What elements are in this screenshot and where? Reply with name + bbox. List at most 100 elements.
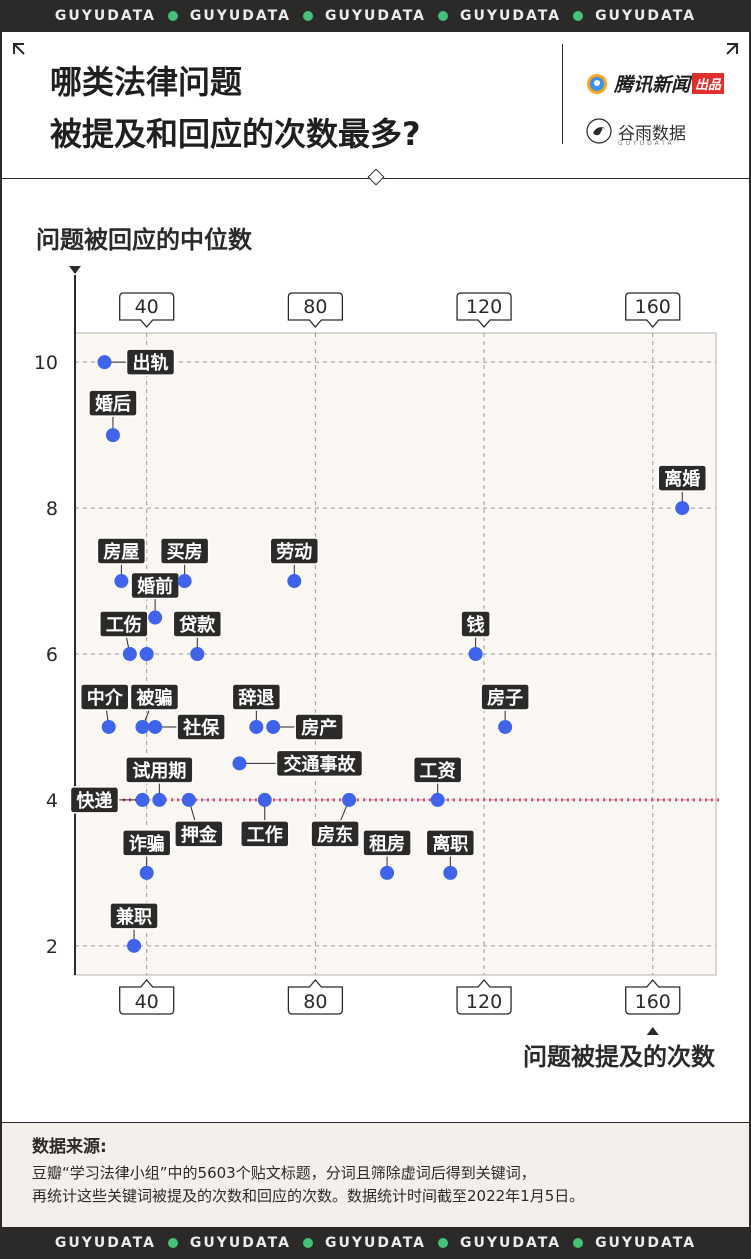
point-label-box: [121, 829, 172, 857]
footer-line-2: 再统计这些关键词被提及的次数和回应的次数。数据统计时间截至2022年1月5日。: [32, 1187, 585, 1205]
banner-dot: [438, 1238, 449, 1248]
point-label: 工资: [420, 760, 456, 782]
x-tick-tag: [287, 292, 344, 328]
point-label-box: [88, 389, 138, 417]
banner-word: GUYUDATA: [189, 1235, 291, 1251]
x-tick-label: 80: [303, 991, 327, 1013]
x-tick-tag: [119, 292, 175, 328]
banner-word: GUYUDATA: [595, 1235, 697, 1251]
data-point: [675, 501, 690, 516]
bottom-banner: GUYUDATA GUYUDATA GUYUDATA GUYUDATA GUYU…: [0, 1227, 751, 1259]
x-tick-label: 40: [135, 296, 159, 318]
point-label: 交通事故: [283, 753, 356, 775]
point-label: 房子: [487, 687, 523, 709]
point-label-box: [130, 571, 180, 600]
x-axis-title: 问题被提及的次数: [523, 1043, 715, 1071]
banner-word: GUYUDATA: [324, 8, 427, 24]
banner-dot: [438, 11, 449, 21]
x-tick-label: 120: [466, 991, 502, 1013]
banner-word: GUYUDATA: [460, 1235, 562, 1251]
guyu-data-logo: 谷雨数据 GUYUDATA: [586, 118, 686, 147]
point-label: 买房: [167, 541, 203, 563]
data-point: [443, 865, 458, 880]
data-point: [139, 647, 154, 661]
point-label-box: [657, 464, 708, 492]
point-label: 贷款: [179, 614, 216, 636]
banner-word: GUYUDATA: [460, 8, 562, 24]
point-label-box: [412, 756, 463, 784]
point-label-box: [69, 786, 120, 814]
data-point: [177, 574, 192, 589]
data-point: [135, 719, 150, 734]
y-tick-label: 8: [46, 498, 58, 520]
banner-word: GUYUDATA: [54, 1235, 156, 1251]
point-label: 离婚: [664, 468, 700, 490]
banner-dot: [573, 11, 584, 21]
point-label-box: [174, 820, 224, 848]
point-label: 婚前: [137, 576, 173, 598]
data-point: [266, 719, 281, 734]
data-point: [232, 756, 247, 771]
point-label: 出轨: [133, 352, 169, 374]
x-tick-tag: [119, 979, 175, 1015]
point-label: 房东: [317, 824, 353, 846]
top-banner: GUYUDATA GUYUDATA GUYUDATA GUYUDATA GUYU…: [0, 0, 751, 32]
x-tick-label: 40: [135, 991, 159, 1013]
data-point: [257, 792, 272, 807]
x-tick-label: 80: [303, 296, 327, 318]
point-label-box: [159, 537, 210, 565]
point-label-box: [125, 348, 176, 376]
banner-dot: [573, 1238, 584, 1248]
data-point: [430, 792, 445, 807]
point-label-box: [294, 713, 344, 741]
x-tick-label: 160: [635, 991, 671, 1013]
point-label-box: [240, 820, 290, 848]
point-label-box: [99, 610, 149, 638]
point-label-box: [310, 820, 360, 848]
banner-dot: [167, 11, 178, 21]
point-label-box: [460, 610, 491, 638]
y-axis-title: 问题被回应的中位数: [36, 226, 252, 254]
page-title: 哪类法律问题 被提及和回应的次数最多?: [50, 56, 421, 160]
tencent-news-icon: [587, 73, 607, 94]
data-point: [498, 719, 513, 734]
data-point: [127, 938, 142, 953]
footer-line-1: 豆瓣“学习法律小组”中的5603个贴文标题，分词且筛除虚词后得到关键词，: [32, 1164, 536, 1182]
point-label: 工作: [247, 824, 283, 846]
data-point: [135, 792, 150, 807]
y-axis-arrow-icon: [69, 266, 81, 274]
data-point: [152, 792, 167, 807]
title-line-2: 被提及和回应的次数最多?: [50, 115, 421, 153]
data-point: [97, 355, 112, 370]
point-label: 被骗: [136, 687, 172, 709]
banner-dot: [302, 1238, 313, 1248]
data-point: [148, 719, 163, 734]
x-tick-tag: [456, 292, 512, 328]
point-label-box: [172, 610, 223, 638]
y-tick-label: 10: [34, 352, 58, 374]
point-label-box: [129, 683, 180, 711]
footer-text: 豆瓣“学习法律小组”中的5603个贴文标题，分词且筛除虚词后得到关键词， 再统计…: [32, 1162, 732, 1208]
point-label-box: [79, 683, 130, 711]
point-label: 租房: [369, 833, 405, 855]
banner-dot: [302, 11, 313, 21]
brand1-tag: 出品: [692, 73, 725, 94]
point-label: 押金: [181, 824, 218, 846]
banner-dot: [167, 1238, 178, 1248]
point-label: 房屋: [103, 541, 139, 563]
point-label: 社保: [183, 717, 220, 739]
data-point: [287, 574, 302, 589]
data-point: [114, 574, 129, 589]
data-point: [342, 792, 357, 807]
corner-arrow-icon: [726, 43, 738, 55]
point-label-box: [275, 749, 364, 778]
point-label: 劳动: [276, 541, 312, 563]
banner-word: GUYUDATA: [595, 8, 697, 24]
point-label: 兼职: [116, 906, 152, 928]
data-point: [190, 647, 205, 661]
banner-word: GUYUDATA: [54, 8, 156, 24]
point-label-box: [480, 683, 530, 711]
point-label-box: [109, 902, 159, 930]
x-tick-tag: [456, 979, 512, 1015]
